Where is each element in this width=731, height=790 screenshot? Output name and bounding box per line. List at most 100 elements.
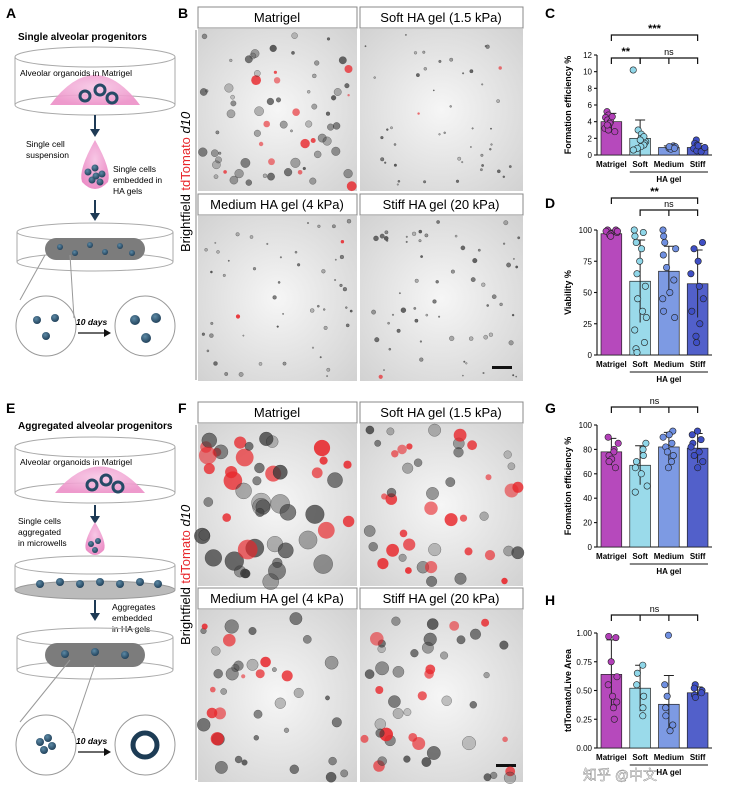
- organoid: [331, 717, 342, 728]
- organoid: [311, 103, 318, 110]
- organoid: [398, 292, 401, 295]
- data-point: [672, 245, 680, 253]
- organoid: [267, 172, 275, 181]
- organoid: [419, 340, 423, 343]
- tdtomato-cell: [258, 141, 264, 147]
- data-point: [611, 128, 619, 136]
- organoid: [215, 156, 222, 164]
- organoid: [349, 309, 353, 313]
- organoid: [333, 88, 342, 96]
- data-point: [662, 712, 670, 720]
- organoid: [222, 273, 226, 277]
- x-tick-label: Stiff: [690, 360, 706, 369]
- y-tick-label: 0.75: [576, 658, 592, 667]
- organoid: [203, 497, 214, 507]
- organoid: [413, 51, 418, 55]
- organoid: [271, 667, 277, 673]
- organoid: [250, 49, 260, 59]
- organoid: [393, 163, 397, 167]
- organoid: [438, 315, 441, 318]
- organoid: [290, 129, 293, 133]
- organoid: [428, 423, 442, 437]
- organoid: [210, 270, 213, 274]
- y-tick-label: 2: [588, 134, 593, 143]
- organoid: [424, 233, 429, 238]
- organoid: [316, 304, 320, 308]
- panel-letter: G: [545, 400, 556, 416]
- tdtomato-cell: [459, 514, 468, 522]
- tdtomato-cell: [343, 460, 352, 469]
- data-point: [613, 227, 621, 235]
- y-tick-label: 0.50: [576, 687, 592, 696]
- organoid: [496, 99, 500, 103]
- organoid: [435, 280, 439, 284]
- tdtomato-cell: [198, 446, 217, 465]
- organoid: [245, 179, 253, 186]
- bar-matrigel: [600, 451, 623, 548]
- organoid: [517, 236, 521, 240]
- micrograph-matrigel-f: [194, 424, 357, 590]
- organoid: [426, 575, 438, 587]
- organoid: [254, 106, 264, 117]
- organoid: [375, 728, 385, 738]
- microwell-dish: [14, 555, 176, 600]
- tdtomato-cell: [397, 444, 407, 455]
- organoid: [413, 458, 423, 467]
- organoid: [345, 306, 348, 309]
- organoid: [269, 44, 277, 53]
- tdtomato-cell: [206, 707, 218, 719]
- tdtomato-cell: [417, 691, 427, 701]
- organoid: [252, 267, 257, 271]
- panel-f-axis-label: Brightfield tdTomato d10: [178, 504, 193, 645]
- organoid: [403, 755, 411, 763]
- organoid: [327, 123, 335, 131]
- data-point: [697, 436, 705, 444]
- matrigel-dish-a: [14, 46, 176, 116]
- significance-bracket: [610, 34, 699, 41]
- tdtomato-cell: [222, 513, 231, 522]
- organoid: [319, 356, 322, 359]
- data-point: [607, 658, 615, 666]
- panel-b-axis-label: Brightfield tdTomato d10: [178, 111, 193, 252]
- panel-b-letter: B: [178, 5, 188, 21]
- organoid: [235, 232, 240, 237]
- organoid: [456, 635, 466, 645]
- data-point: [634, 295, 642, 303]
- organoid: [248, 626, 257, 636]
- organoid: [411, 231, 417, 236]
- organoid: [388, 695, 401, 708]
- data-point: [638, 245, 646, 253]
- micrograph-soft-b: [360, 29, 523, 191]
- data-point: [687, 443, 695, 451]
- tdtomato-cell: [273, 70, 277, 74]
- data-point: [666, 288, 674, 296]
- data-point: [640, 338, 648, 346]
- organoid: [227, 259, 230, 262]
- image-title-matrigel-f: Matrigel: [254, 405, 300, 420]
- organoid: [274, 697, 286, 709]
- organoid: [198, 147, 208, 157]
- organoid: [321, 269, 326, 274]
- arrow-down-icon: [90, 613, 100, 621]
- data-point: [659, 295, 667, 303]
- data-point: [699, 295, 707, 303]
- tdtomato-cell: [405, 567, 412, 574]
- tdtomato-cell: [263, 120, 271, 128]
- y-axis-label: Formation efficiency %: [563, 56, 573, 155]
- organoid: [345, 323, 350, 328]
- organoid: [220, 688, 228, 695]
- image-title-matrigel-b: Matrigel: [254, 10, 300, 25]
- organoid: [457, 156, 462, 161]
- organoid: [390, 126, 393, 130]
- organoid: [386, 427, 395, 436]
- organoid: [253, 129, 261, 137]
- organoid: [322, 136, 332, 146]
- organoid: [418, 229, 423, 234]
- significance-bracket: [610, 614, 699, 621]
- data-point: [663, 692, 671, 700]
- organoid: [415, 73, 420, 78]
- organoid: [312, 73, 317, 79]
- organoid: [481, 164, 485, 167]
- tdtomato-cell: [210, 686, 216, 693]
- organoid: [213, 174, 219, 180]
